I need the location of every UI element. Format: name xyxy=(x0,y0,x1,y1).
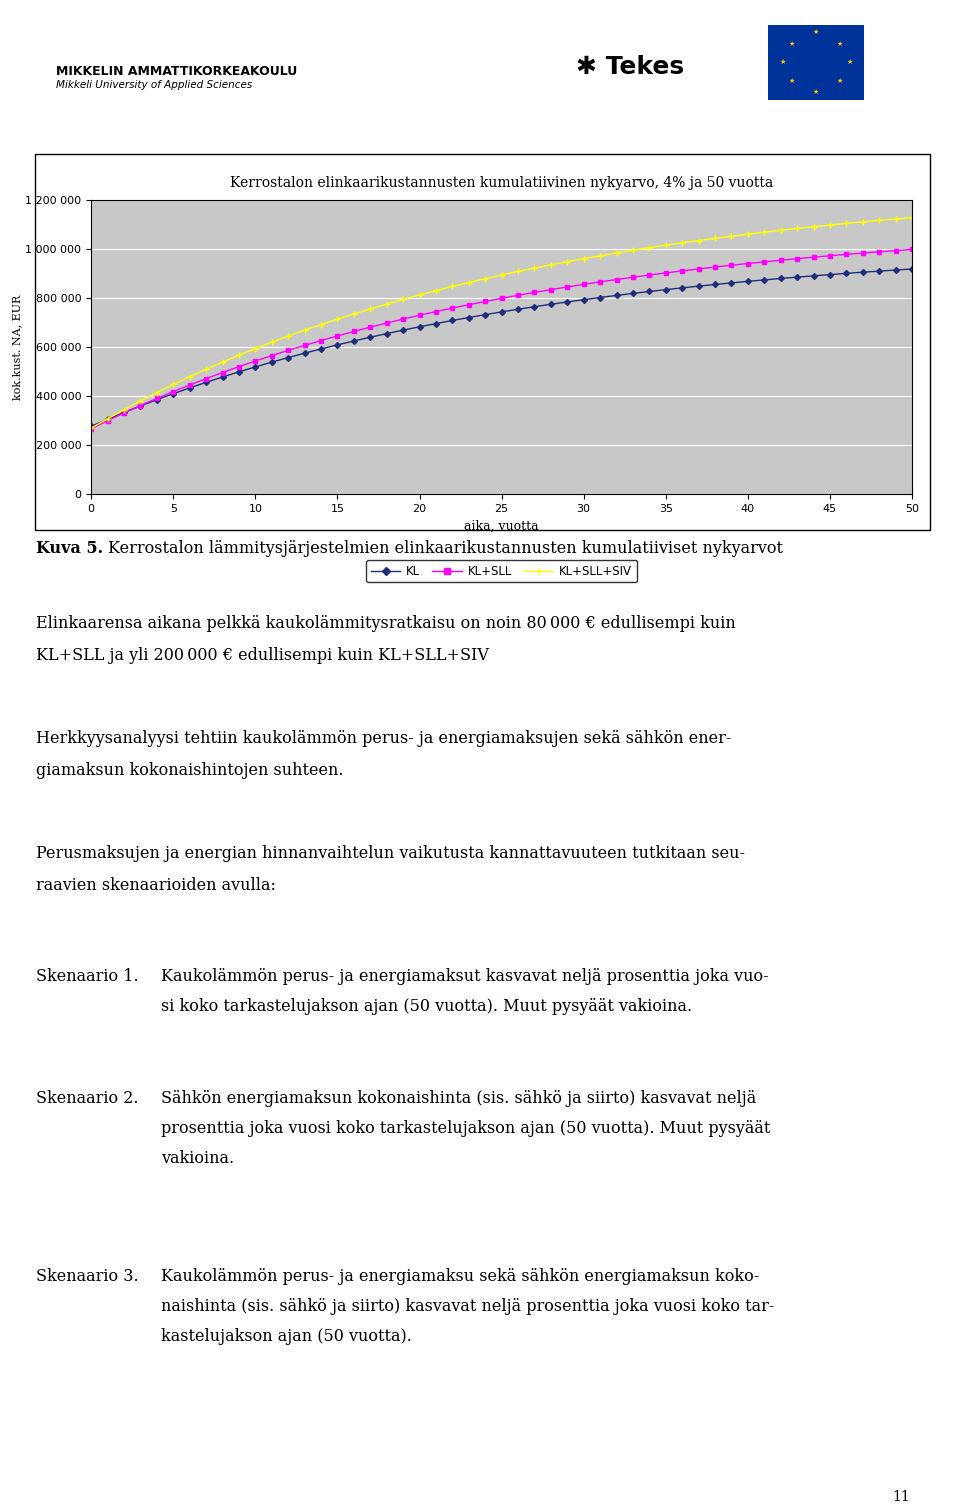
Y-axis label: kok.kust. NA, EUR: kok.kust. NA, EUR xyxy=(12,295,23,399)
Line: KL+SLL: KL+SLL xyxy=(89,247,914,431)
Text: Herkkyysanalyysi tehtiin kaukolämmön perus- ja energiamaksujen sekä sähkön ener-: Herkkyysanalyysi tehtiin kaukolämmön per… xyxy=(36,729,732,747)
Text: Mikkeli University of Applied Sciences: Mikkeli University of Applied Sciences xyxy=(56,80,252,90)
Text: si koko tarkastelujakson ajan (50 vuotta). Muut pysyäät vakioina.: si koko tarkastelujakson ajan (50 vuotta… xyxy=(161,998,692,1016)
Text: Skenaario 3.: Skenaario 3. xyxy=(36,1267,139,1285)
KL+SLL+SIV xyxy=(266,333,277,351)
Text: giamaksun kokonaishintojen suhteen.: giamaksun kokonaishintojen suhteen. xyxy=(36,763,344,779)
KL xyxy=(266,353,277,371)
KL+SLL xyxy=(85,419,97,437)
Text: ★: ★ xyxy=(813,89,819,95)
KL+SLL+SIV xyxy=(890,209,901,228)
KL+SLL xyxy=(906,240,918,259)
KL+SLL+SIV xyxy=(332,310,344,329)
Text: Skenaario 1.: Skenaario 1. xyxy=(36,967,139,986)
Text: raavien skenaarioiden avulla:: raavien skenaarioiden avulla: xyxy=(36,877,276,894)
Text: ★: ★ xyxy=(813,29,819,35)
Text: vakioina.: vakioina. xyxy=(161,1150,234,1166)
KL+SLL+SIV xyxy=(348,304,360,322)
Text: naishinta (sis. sähkö ja siirto) kasvavat neljä prosenttia joka vuosi koko tar-: naishinta (sis. sähkö ja siirto) kasvava… xyxy=(161,1298,775,1316)
KL xyxy=(85,417,97,436)
Text: ✱ Tekes: ✱ Tekes xyxy=(576,54,684,78)
Text: Kuva 5.: Kuva 5. xyxy=(36,540,104,558)
KL xyxy=(332,336,344,354)
Text: ★: ★ xyxy=(789,78,795,84)
KL+SLL xyxy=(677,262,688,280)
KL xyxy=(906,261,918,279)
KL+SLL xyxy=(266,347,277,365)
KL+SLL xyxy=(627,268,638,286)
Title: Kerrostalon elinkaarikustannusten kumulatiivinen nykyarvo, 4% ja 50 vuotta: Kerrostalon elinkaarikustannusten kumula… xyxy=(230,175,773,190)
KL xyxy=(348,332,360,350)
KL xyxy=(677,279,688,297)
Text: ★: ★ xyxy=(789,41,795,47)
Text: Elinkaarensa aikana pelkkä kaukolämmitysratkaisu on noin 80 000 € edullisempi ku: Elinkaarensa aikana pelkkä kaukolämmitys… xyxy=(36,615,736,631)
KL+SLL+SIV xyxy=(677,234,688,252)
Text: Kaukolämmön perus- ja energiamaksut kasvavat neljä prosenttia joka vuo-: Kaukolämmön perus- ja energiamaksut kasv… xyxy=(161,967,769,986)
Text: MIKKELIN AMMATTIKORKEAKOULU: MIKKELIN AMMATTIKORKEAKOULU xyxy=(56,65,297,78)
Text: ★: ★ xyxy=(847,59,852,65)
Text: ★: ★ xyxy=(837,78,843,84)
KL+SLL xyxy=(348,322,360,341)
Text: 11: 11 xyxy=(893,1490,910,1504)
Text: Kerrostalon lämmitysjärjestelmien elinkaarikustannusten kumulatiiviset nykyarvot: Kerrostalon lämmitysjärjestelmien elinka… xyxy=(108,540,783,558)
Text: Skenaario 2.: Skenaario 2. xyxy=(36,1090,139,1108)
KL+SLL+SIV xyxy=(906,208,918,226)
Text: kastelujakson ajan (50 vuotta).: kastelujakson ajan (50 vuotta). xyxy=(161,1328,412,1346)
Text: Sähkön energiamaksun kokonaishinta (sis. sähkö ja siirto) kasvavat neljä: Sähkön energiamaksun kokonaishinta (sis.… xyxy=(161,1090,756,1108)
Text: KL+SLL ja yli 200 000 € edullisempi kuin KL+SLL+SIV: KL+SLL ja yli 200 000 € edullisempi kuin… xyxy=(36,647,490,665)
Text: Kaukolämmön perus- ja energiamaksu sekä sähkön energiamaksun koko-: Kaukolämmön perus- ja energiamaksu sekä … xyxy=(161,1267,759,1285)
Text: prosenttia joka vuosi koko tarkastelujakson ajan (50 vuotta). Muut pysyäät: prosenttia joka vuosi koko tarkastelujak… xyxy=(161,1120,771,1136)
KL+SLL xyxy=(332,327,344,345)
Text: Perusmaksujen ja energian hinnanvaihtelun vaikutusta kannattavuuteen tutkitaan s: Perusmaksujen ja energian hinnanvaihtelu… xyxy=(36,845,746,862)
X-axis label: aika, vuotta: aika, vuotta xyxy=(465,520,539,532)
KL+SLL+SIV xyxy=(627,241,638,259)
KL+SLL+SIV xyxy=(85,419,97,437)
KL xyxy=(890,261,901,279)
Line: KL: KL xyxy=(89,267,914,428)
KL xyxy=(627,285,638,303)
Text: ★: ★ xyxy=(780,59,785,65)
Line: KL+SLL+SIV: KL+SLL+SIV xyxy=(87,214,916,431)
KL+SLL xyxy=(890,241,901,259)
Legend: KL, KL+SLL, KL+SLL+SIV: KL, KL+SLL, KL+SLL+SIV xyxy=(366,561,637,582)
Text: ★: ★ xyxy=(837,41,843,47)
